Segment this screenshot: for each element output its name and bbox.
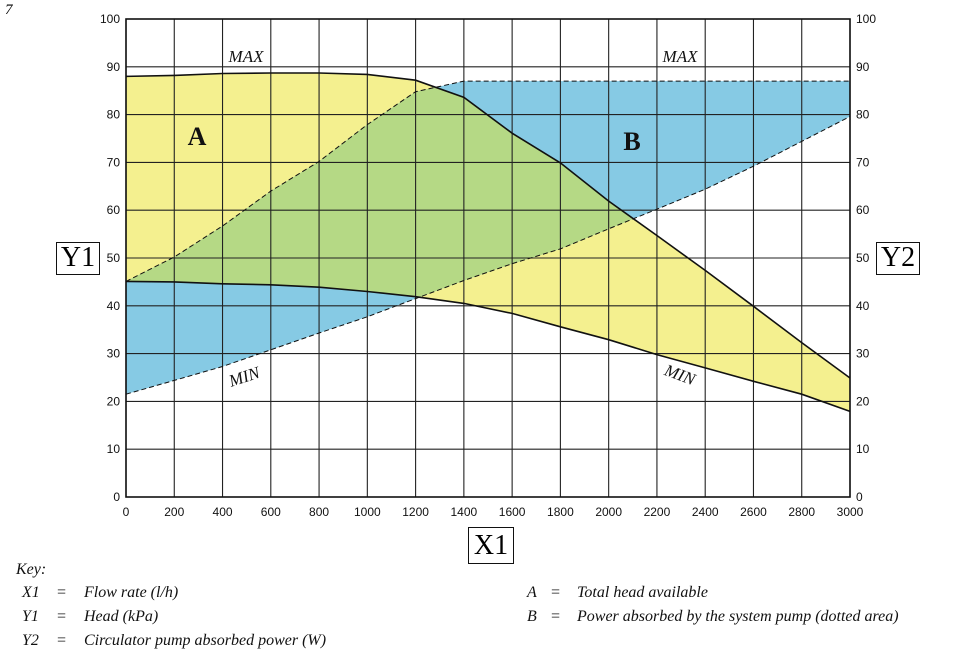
y2-tick-label: 50 <box>856 251 870 265</box>
key-equals: = <box>550 584 561 601</box>
y2-tick-label: 20 <box>856 394 870 408</box>
y2-tick-label: 60 <box>856 203 870 217</box>
y1-tick-label: 60 <box>107 203 121 217</box>
key-title: Key: <box>16 561 47 578</box>
region-a-upper-curve <box>125 72 851 379</box>
y1-tick-label: 90 <box>107 60 121 74</box>
y1-tick-label: 70 <box>107 155 121 169</box>
y2-axis-label: Y2 <box>876 242 920 275</box>
region-b-upper-curve <box>125 80 850 282</box>
region-b-min-label: MIN <box>226 362 264 391</box>
x-tick-label: 2000 <box>595 505 622 519</box>
key-symbol-y2: Y2 <box>22 632 39 649</box>
x-tick-label: 1000 <box>354 505 381 519</box>
y1-tick-label: 10 <box>107 442 121 456</box>
key-text-y1: Head (kPa) <box>84 608 159 625</box>
x-tick-label: 400 <box>213 505 233 519</box>
plot-frame <box>125 18 851 498</box>
x-tick-label: 2600 <box>740 505 767 519</box>
y2-tick-label: 40 <box>856 299 870 313</box>
x-tick-label: 2400 <box>692 505 719 519</box>
y1-tick-label: 0 <box>113 490 120 504</box>
key-equals: = <box>550 608 561 625</box>
x-tick-label: 200 <box>164 505 184 519</box>
key-equals: = <box>56 632 67 649</box>
x-tick-label: 600 <box>261 505 281 519</box>
y1-tick-label: 20 <box>107 394 121 408</box>
x-tick-label: 0 <box>123 505 130 519</box>
figure-number: 7 <box>5 2 13 18</box>
y2-tick-label: 10 <box>856 442 870 456</box>
x-tick-label: 1800 <box>547 505 574 519</box>
y1-tick-label: 40 <box>107 299 121 313</box>
y2-tick-label: 30 <box>856 347 870 361</box>
x-tick-label: 1600 <box>499 505 526 519</box>
y2-tick-label: 0 <box>856 490 863 504</box>
key-text-y2: Circulator pump absorbed power (W) <box>84 632 327 649</box>
y2-tick-label: 80 <box>856 108 870 122</box>
x-tick-label: 1200 <box>402 505 429 519</box>
x1-axis-label: X1 <box>468 527 514 564</box>
x-tick-label: 1400 <box>451 505 478 519</box>
y2-tick-label: 70 <box>856 155 870 169</box>
key-equals: = <box>56 584 67 601</box>
region-a-max-label: MAX <box>228 47 265 66</box>
region-a-label: A <box>188 122 207 151</box>
key-text-a: Total head available <box>577 584 708 601</box>
key-equals: = <box>56 608 67 625</box>
y1-tick-label: 30 <box>107 347 121 361</box>
key-symbol-a: A <box>527 584 537 601</box>
region-a-lower-curve <box>125 280 851 413</box>
y1-tick-label: 100 <box>100 12 120 26</box>
y2-tick-label: 90 <box>856 60 870 74</box>
x-tick-label: 2800 <box>788 505 815 519</box>
key-symbol-y1: Y1 <box>22 608 39 625</box>
key-symbol-b: B <box>527 608 537 625</box>
y1-tick-label: 50 <box>107 251 121 265</box>
region-b-label: B <box>623 127 640 156</box>
region-b-max-label: MAX <box>662 47 699 66</box>
x-tick-label: 2200 <box>644 505 671 519</box>
y2-tick-label: 100 <box>856 12 876 26</box>
key-text-x1: Flow rate (l/h) <box>84 584 179 601</box>
key-text-b: Power absorbed by the system pump (dotte… <box>577 608 899 625</box>
x-tick-label: 800 <box>309 505 329 519</box>
y1-axis-label: Y1 <box>56 242 100 275</box>
x-tick-label: 3000 <box>837 505 864 519</box>
region-b-lower-curve <box>125 116 851 395</box>
y1-tick-label: 80 <box>107 108 121 122</box>
key-symbol-x1: X1 <box>22 584 40 601</box>
